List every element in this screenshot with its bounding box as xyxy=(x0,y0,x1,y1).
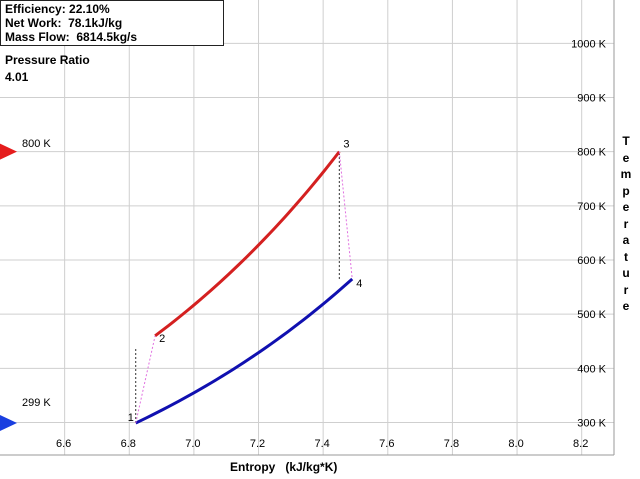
pressure-ratio-value: 4.01 xyxy=(5,70,29,84)
y-axis-label-letter: e xyxy=(622,299,630,313)
low-temp-marker-label: 299 K xyxy=(22,397,51,409)
x-tick-label: 7.2 xyxy=(250,438,265,450)
y-axis-label-letter: T xyxy=(622,134,630,148)
y-axis-label-letter: m xyxy=(620,167,632,181)
mass-flow-readout: Mass Flow: 6814.5kg/s xyxy=(5,30,138,44)
y-axis-label-letter: a xyxy=(622,233,630,247)
y-tick-label: 300 K xyxy=(577,418,606,430)
y-tick-label: 500 K xyxy=(577,309,606,321)
y-axis-label-letter: e xyxy=(622,150,630,165)
y-tick-label: 1000 K xyxy=(571,38,607,50)
heat-rejection-curve xyxy=(135,277,354,425)
y-axis-label-letter: p xyxy=(622,183,630,198)
y-tick-label: 600 K xyxy=(577,255,606,267)
x-tick-label: 7.0 xyxy=(185,438,200,450)
x-tick-label: 7.8 xyxy=(444,438,459,450)
x-tick-label: 6.8 xyxy=(121,438,136,450)
y-axis-label-letter: r xyxy=(623,282,629,297)
y-axis-label-letter: r xyxy=(623,216,629,231)
state-point-label: 1 xyxy=(128,412,134,424)
state-point-label: 2 xyxy=(159,333,165,345)
x-axis-label: Entropy (kJ/kg*K) xyxy=(230,460,338,474)
low-temp-marker-icon xyxy=(0,415,17,432)
y-axis-label-letter: e xyxy=(622,200,630,214)
y-tick-label: 700 K xyxy=(577,201,606,213)
x-tick-label: 6.6 xyxy=(56,438,71,450)
results-panel: Efficiency: 22.10% Net Work: 78.1kJ/kg M… xyxy=(0,0,224,46)
pressure-ratio-label: Pressure Ratio xyxy=(5,53,90,67)
state-point-label: 3 xyxy=(343,139,349,151)
y-axis-label-letter: t xyxy=(624,249,628,264)
y-axis-label-letter: u xyxy=(622,266,630,280)
expansion-line xyxy=(338,151,353,280)
efficiency-readout: Efficiency: 22.10% xyxy=(5,2,110,16)
heat-addition-curve xyxy=(154,150,341,338)
y-tick-label: 900 K xyxy=(577,93,606,105)
high-temp-marker-icon xyxy=(0,143,17,160)
x-tick-label: 7.4 xyxy=(315,438,330,450)
x-tick-label: 8.0 xyxy=(508,438,523,450)
y-tick-label: 800 K xyxy=(577,147,606,159)
compression-line xyxy=(135,335,156,424)
x-tick-label: 7.6 xyxy=(379,438,394,450)
high-temp-marker-label: 800 K xyxy=(22,138,51,150)
x-tick-label: 8.2 xyxy=(573,438,588,450)
net-work-readout: Net Work: 78.1kJ/kg xyxy=(5,16,123,30)
state-point-label: 4 xyxy=(356,278,362,290)
y-tick-label: 400 K xyxy=(577,363,606,375)
